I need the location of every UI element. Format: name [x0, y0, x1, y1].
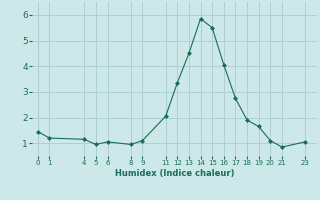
X-axis label: Humidex (Indice chaleur): Humidex (Indice chaleur) [115, 169, 234, 178]
